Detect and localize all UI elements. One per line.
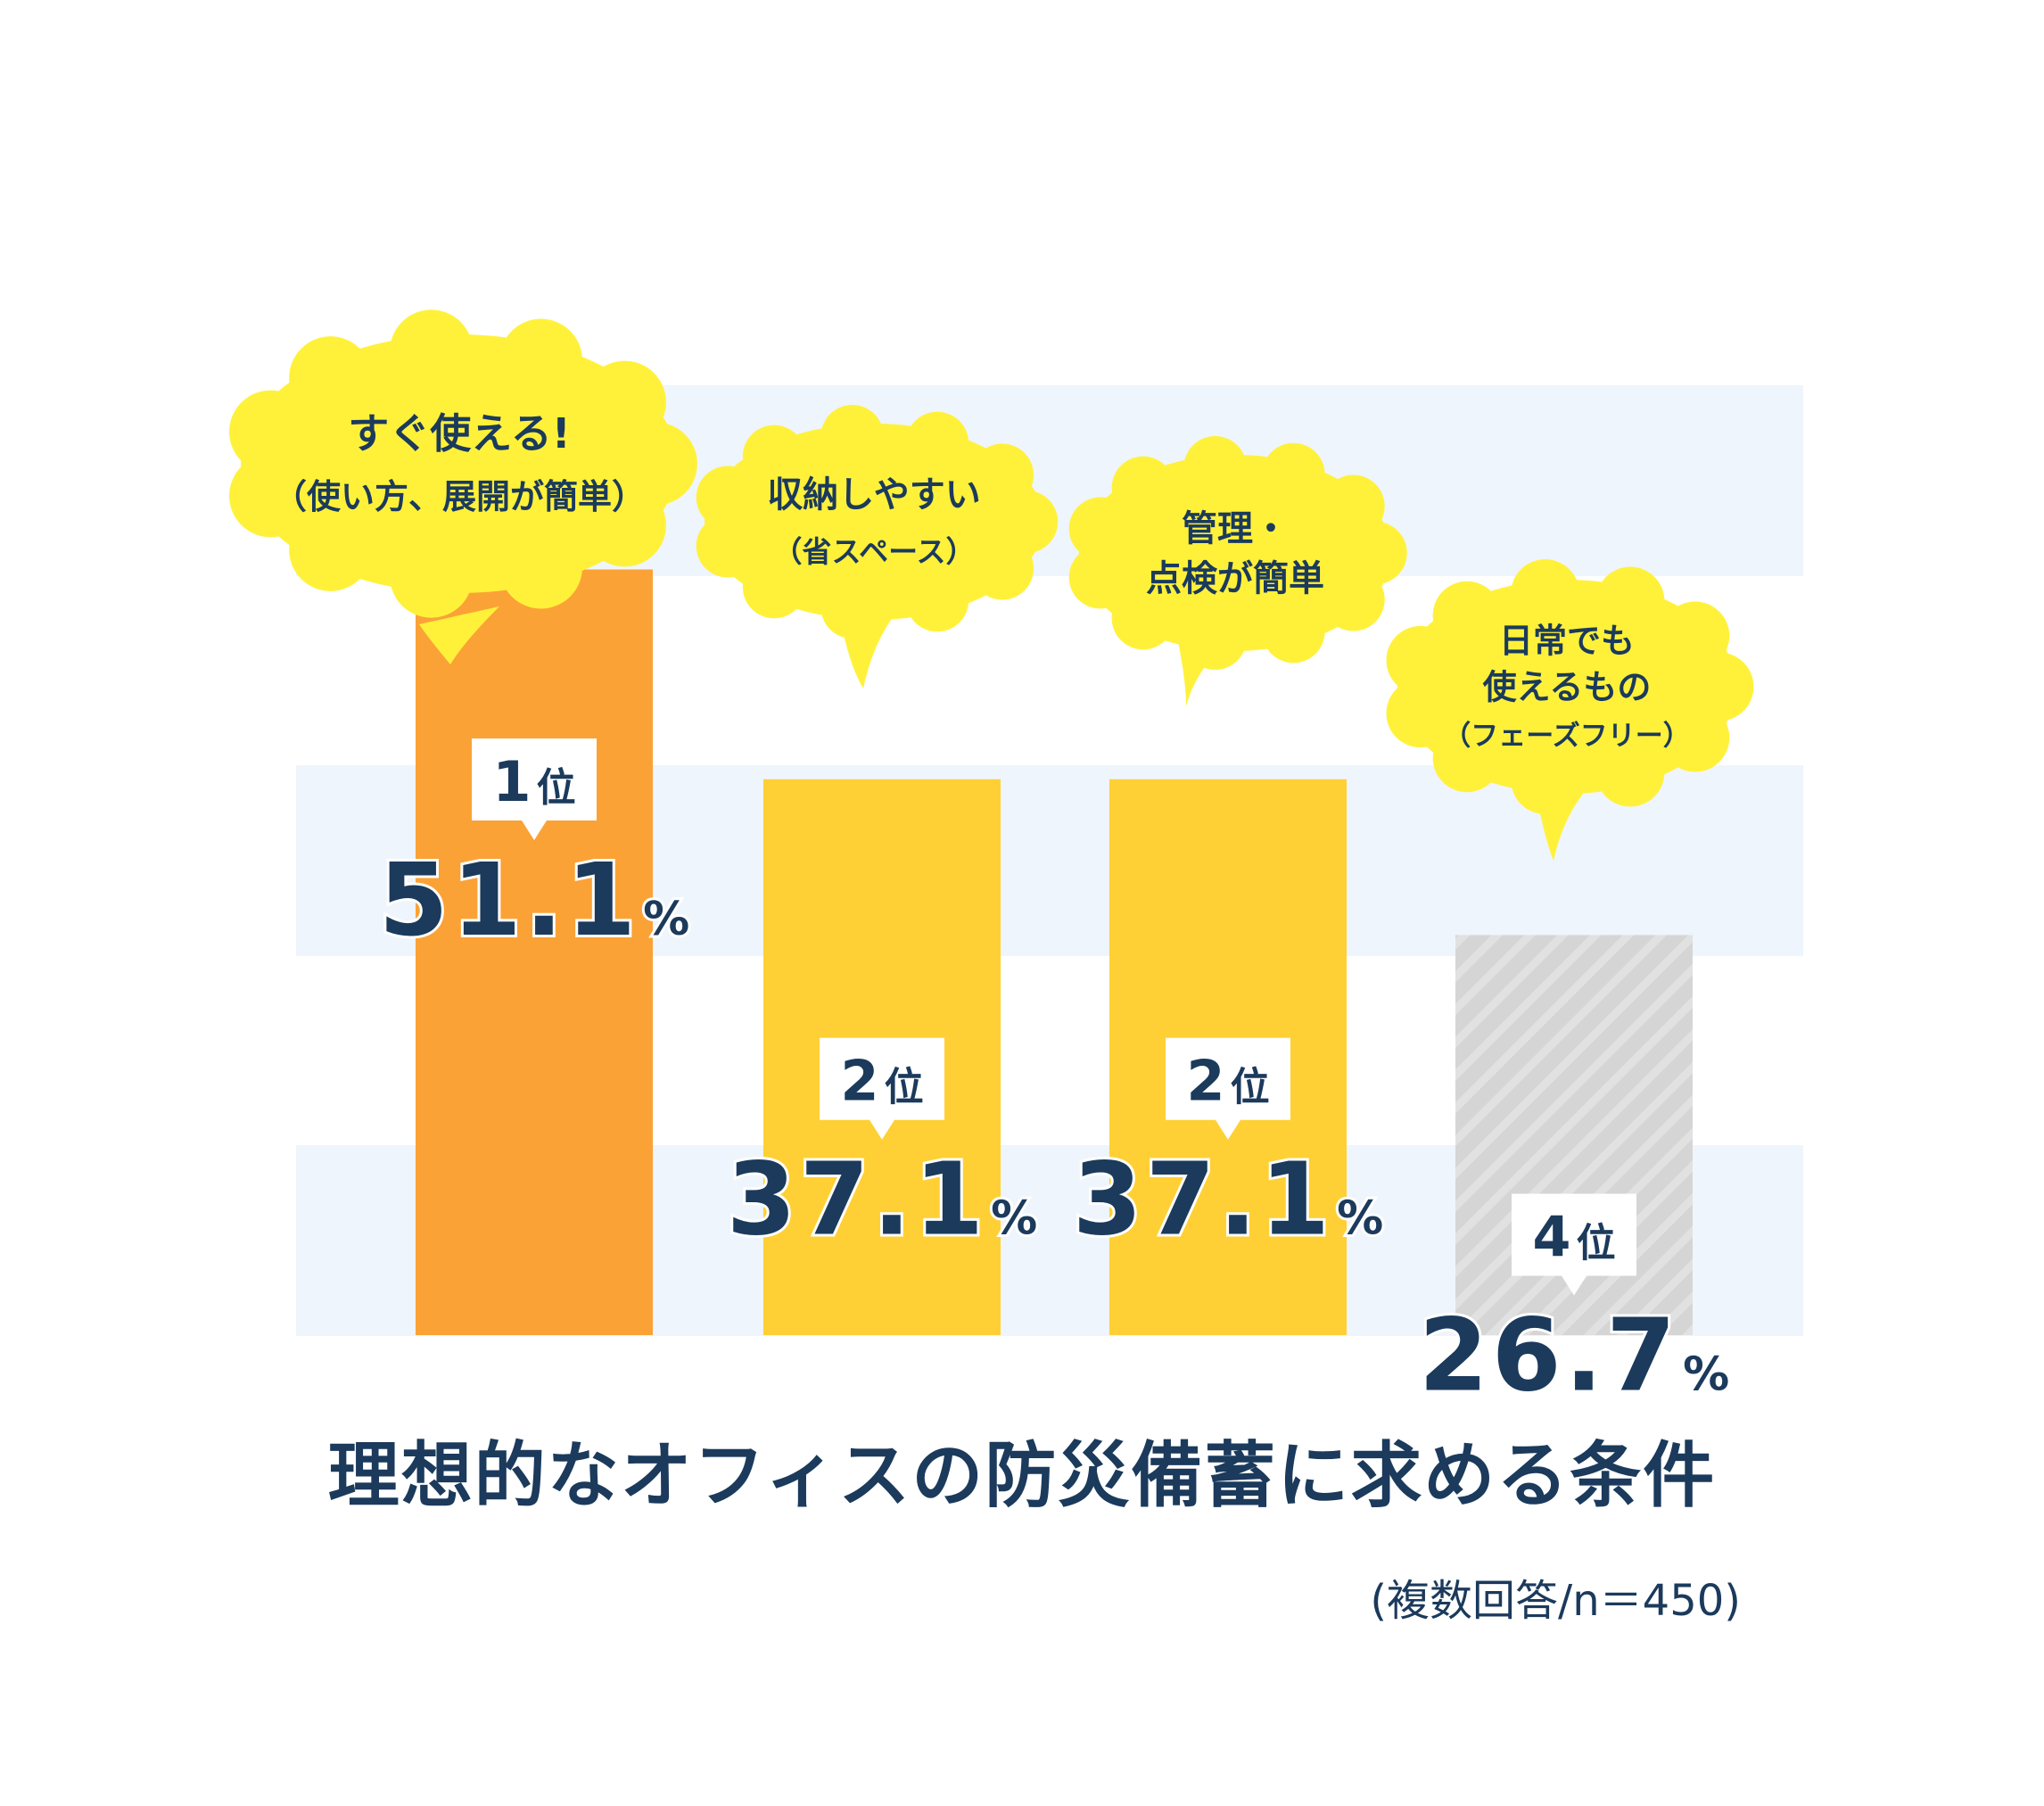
bubble-bump [499,318,582,402]
bubble-bump [1386,679,1455,748]
bubble-bump [499,525,582,609]
bubble-bump [390,309,474,393]
bubble-bump [1111,586,1175,650]
bubble-bump [1344,521,1407,585]
bubble-bump [289,336,373,419]
bubble-bump [1661,601,1730,671]
bubble-bump [583,483,666,567]
bubble-bump [1386,625,1455,695]
bubble-bump [696,466,760,529]
bubble-bump [1432,581,1502,650]
bubble-bump [1432,723,1502,793]
bubble-bump [1595,738,1665,807]
speech-bubble-2: 収納しやすい （省スペース） [696,404,1059,689]
bubble-bump [1183,435,1247,499]
bubble-bump [1111,456,1175,520]
bubble-text: （省スペース） [772,534,975,569]
bubble-bump [229,454,312,538]
bubble-text: 点検が簡単 [1146,558,1324,599]
bubble-text: 使えるもの [1483,667,1652,706]
bubble-bump [970,537,1034,600]
bubble-bump [742,555,806,619]
bubble-bump [1322,474,1385,538]
bubble-bump [390,534,474,618]
bubble-bump [1685,652,1754,722]
bubble-bump [1511,559,1580,628]
bubble-tail [419,606,499,664]
bubble-text: （フェーズフリー） [1443,720,1690,752]
bubble-bump [1068,497,1133,560]
rank-tag-box [472,738,597,840]
bubble-bump [1511,746,1580,814]
bubble-bump [1661,703,1730,772]
bar-1 [416,569,653,1335]
speech-bubble-1: すぐ使える! （使い方、展開が簡単） [229,309,697,664]
bubble-bump [583,360,666,444]
bubble-bump [742,425,806,489]
value-label: 37.1% [727,1142,1037,1258]
bubble-bump [614,422,697,506]
bubble-bump [1595,566,1665,636]
bubble-bump [820,575,884,639]
bubble-bump [289,508,373,591]
bubble-text: すぐ使える! [348,409,571,458]
bubble-bump [970,443,1034,507]
bubble-bump [905,568,969,632]
bubble-bump [696,515,760,578]
bubble-bump [1183,606,1247,671]
bubble-bump [905,411,969,475]
bubble-text: （使い方、展開が簡単） [273,477,646,516]
bubble-text: 収納しやすい [767,474,981,515]
value-label: 26.7% [1419,1298,1729,1414]
bubble-text: 日常でも [1499,621,1635,660]
rank-tag-box [820,1037,944,1140]
bubble-bump [994,490,1059,554]
bubble-bump [1068,546,1133,609]
bubble-bump [820,404,884,468]
bubble-bump [1262,599,1325,664]
bubble-text: 管理・ [1182,508,1289,549]
value-label: 37.1% [1073,1142,1383,1258]
response-note: (複数回答/n＝450) [1370,1576,1741,1626]
bubble-bump [1322,568,1385,631]
speech-bubble-3: 管理・点検が簡単 [1068,435,1407,706]
chart-title: 理想的なオフィスの防災備蓄に求める条件 [327,1434,1717,1517]
rank-tag-box [1512,1193,1636,1296]
bubble-bump [229,390,312,474]
bubble-bump [1262,442,1325,507]
value-label: 51.1% [379,843,689,959]
rank-tag-box [1166,1037,1290,1140]
